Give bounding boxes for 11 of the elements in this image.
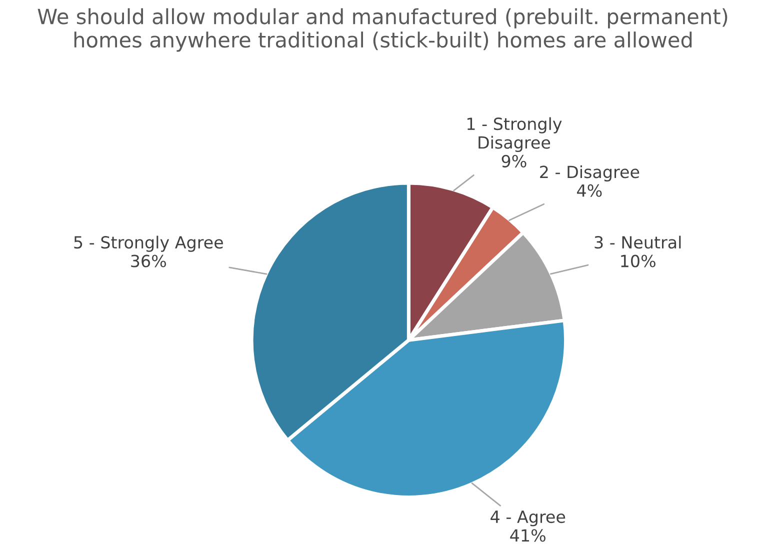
slice-label: 1 - Strongly Disagree	[467, 117, 562, 152]
slice-label: 4 - Agree	[490, 510, 566, 526]
slice-label: 5 - Strongly Agree	[74, 236, 223, 252]
data-label: 10%	[621, 254, 656, 268]
data-label: 41%	[510, 529, 546, 542]
slice-label: 3 - Neutral	[594, 236, 681, 249]
data-label: 4%	[577, 184, 602, 197]
data-label: 9%	[502, 154, 526, 168]
data-label: 36%	[131, 254, 166, 268]
chart-title: We should allow modular and manufactured (prebuilt. permanent) homes anywhere traditional (stick-built) homes are allowed	[38, 8, 728, 52]
slice-label: 2 - Disagree	[540, 165, 640, 182]
